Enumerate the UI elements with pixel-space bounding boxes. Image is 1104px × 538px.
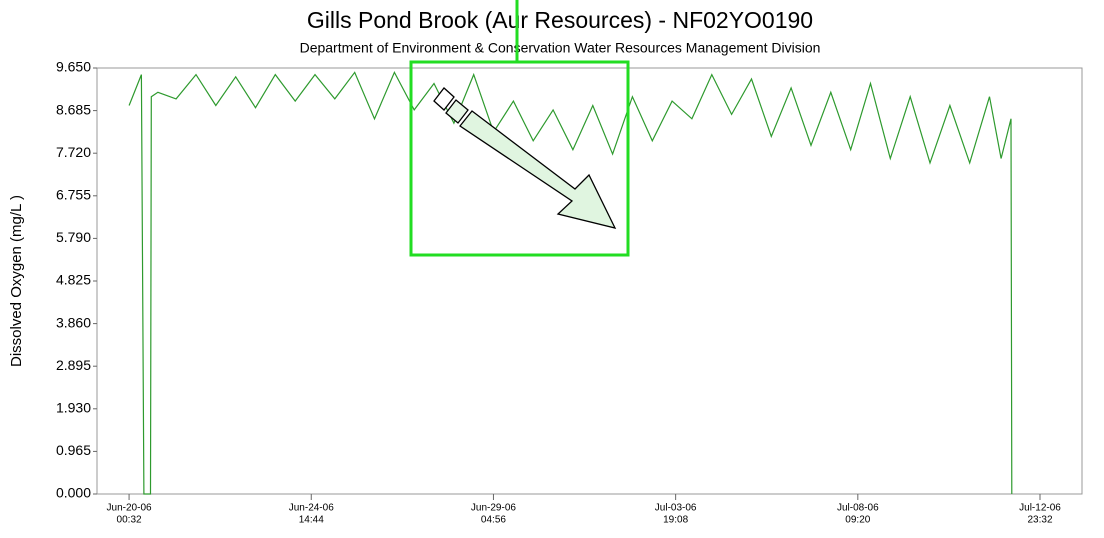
plot-frame bbox=[96, 67, 1083, 495]
annotation bbox=[409, 0, 630, 257]
y-tick-label: 7.720 bbox=[56, 144, 91, 160]
y-tick-label: 1.930 bbox=[56, 400, 91, 416]
x-tick-label: 19:08 bbox=[663, 515, 688, 526]
x-tick-label: Jul-08-06 bbox=[837, 503, 879, 514]
y-tick-label: 9.650 bbox=[56, 59, 91, 75]
arrow-tail bbox=[445, 99, 469, 124]
y-axis-label: Dissolved Oxygen (mg/L ) bbox=[8, 195, 25, 367]
y-tick-label: 3.860 bbox=[56, 314, 91, 330]
x-tick-label: Jun-24-06 bbox=[289, 503, 334, 514]
annotation-box bbox=[409, 60, 630, 257]
chart-title: Gills Pond Brook (Aur Resources) - NF02Y… bbox=[307, 7, 813, 33]
x-tick-label: Jun-20-06 bbox=[107, 503, 152, 514]
y-tick-label: 5.790 bbox=[56, 229, 91, 245]
y-tick-label: 4.825 bbox=[56, 272, 91, 288]
x-tick-label: 14:44 bbox=[299, 515, 324, 526]
arrow bbox=[459, 110, 617, 229]
y-tick-label: 6.755 bbox=[56, 187, 91, 203]
arrow-tail bbox=[433, 87, 455, 111]
x-tick-label: Jun-29-06 bbox=[471, 503, 516, 514]
x-tick-label: 04:56 bbox=[481, 515, 506, 526]
x-tick-label: Jul-12-06 bbox=[1019, 503, 1061, 514]
x-tick-label: 09:20 bbox=[845, 515, 870, 526]
x-tick-label: 23:32 bbox=[1027, 515, 1052, 526]
y-tick-label: 8.685 bbox=[56, 101, 91, 117]
data-line bbox=[128, 71, 1013, 495]
y-tick-label: 0.965 bbox=[56, 442, 91, 458]
y-tick-label: 2.895 bbox=[56, 357, 91, 373]
x-tick-label: Jul-03-06 bbox=[655, 503, 697, 514]
y-tick-label: 0.000 bbox=[56, 485, 91, 501]
x-tick-label: 00:32 bbox=[117, 515, 142, 526]
chart-subtitle: Department of Environment & Conservation… bbox=[300, 40, 821, 56]
